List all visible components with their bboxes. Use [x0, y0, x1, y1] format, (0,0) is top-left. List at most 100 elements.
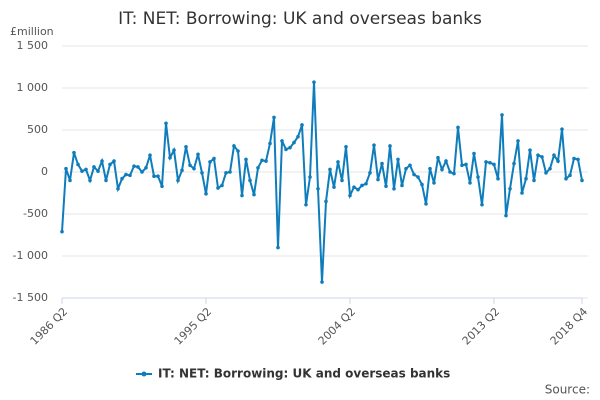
data-point: [276, 245, 280, 250]
data-point: [144, 166, 148, 170]
data-point: [132, 164, 136, 168]
data-point: [172, 148, 176, 152]
data-point: [348, 193, 352, 198]
data-point: [92, 165, 96, 169]
data-point: [240, 193, 244, 198]
data-point: [408, 163, 412, 168]
data-point: [152, 174, 156, 178]
data-point: [100, 159, 104, 163]
data-point: [308, 175, 312, 179]
data-point: [260, 158, 264, 163]
data-point: [356, 187, 360, 192]
data-point: [400, 183, 404, 188]
data-point: [376, 177, 380, 182]
data-point: [124, 172, 128, 177]
data-point: [508, 187, 512, 191]
data-point: [476, 175, 480, 179]
data-point: [312, 80, 316, 84]
data-point: [560, 127, 564, 131]
data-point: [380, 161, 384, 166]
data-point: [580, 178, 584, 183]
data-point: [320, 280, 324, 284]
data-point: [444, 159, 448, 163]
data-point: [76, 162, 80, 167]
chart-title: IT: NET: Borrowing: UK and overseas bank…: [118, 9, 482, 29]
y-unit: £million: [10, 25, 54, 38]
y-tick-label: -500: [23, 207, 48, 220]
data-point: [128, 173, 132, 178]
data-point: [336, 160, 340, 164]
data-point: [268, 141, 272, 146]
data-point: [420, 182, 424, 187]
data-point: [204, 192, 208, 196]
data-point: [516, 139, 520, 143]
data-point: [416, 175, 420, 179]
data-point: [328, 167, 332, 172]
data-point: [524, 176, 528, 181]
data-point: [196, 152, 200, 157]
data-point: [424, 202, 428, 206]
data-point: [432, 181, 436, 185]
data-point: [252, 192, 256, 197]
data-point: [72, 150, 76, 155]
data-point: [304, 202, 308, 207]
series-line: [61, 82, 583, 283]
data-point: [544, 171, 548, 175]
data-point: [112, 159, 116, 163]
data-point: [500, 113, 504, 117]
x-tick-label: 1986 Q2: [28, 305, 71, 348]
data-point: [504, 213, 508, 218]
data-point: [480, 202, 484, 207]
data-point: [148, 153, 152, 157]
data-point: [64, 166, 68, 171]
data-point: [264, 159, 268, 163]
source: Source:: [545, 383, 590, 397]
data-point: [80, 169, 84, 173]
data-point: [392, 187, 396, 191]
data-point: [344, 145, 348, 149]
data-point: [324, 199, 328, 204]
data-point: [244, 157, 248, 162]
data-point: [340, 178, 344, 183]
data-point: [180, 168, 184, 173]
data-point: [164, 121, 168, 126]
legend-marker: [141, 371, 147, 377]
data-point: [192, 166, 196, 171]
data-point: [292, 140, 296, 145]
data-point: [384, 184, 388, 189]
data-point: [176, 178, 180, 183]
x-tick-label: 2018 Q4: [548, 305, 591, 348]
data-point: [184, 145, 188, 149]
data-point: [460, 163, 464, 168]
data-point: [440, 167, 444, 172]
data-point: [360, 183, 364, 188]
data-point: [232, 144, 236, 148]
data-point: [488, 160, 492, 165]
data-point: [156, 174, 160, 178]
y-tick-label: 1 000: [17, 81, 49, 94]
data-point: [552, 153, 556, 157]
data-point: [472, 151, 476, 156]
data-point: [464, 162, 468, 167]
data-point: [436, 155, 440, 160]
data-point: [60, 229, 64, 234]
data-point: [548, 166, 552, 171]
data-point: [224, 171, 228, 175]
x-tick-label: 2004 Q2: [316, 305, 359, 348]
data-point: [396, 157, 400, 162]
y-tick-label: -1 500: [13, 291, 48, 304]
data-point: [496, 176, 500, 181]
data-point: [272, 115, 276, 120]
data-point: [116, 187, 120, 191]
data-point: [576, 157, 580, 162]
data-point: [168, 155, 172, 160]
data-point: [332, 185, 336, 189]
data-point: [96, 169, 100, 173]
data-point: [388, 144, 392, 148]
data-point: [296, 134, 300, 139]
data-point: [236, 149, 240, 153]
data-point: [200, 171, 204, 175]
data-point: [556, 159, 560, 163]
data-point: [188, 163, 192, 168]
